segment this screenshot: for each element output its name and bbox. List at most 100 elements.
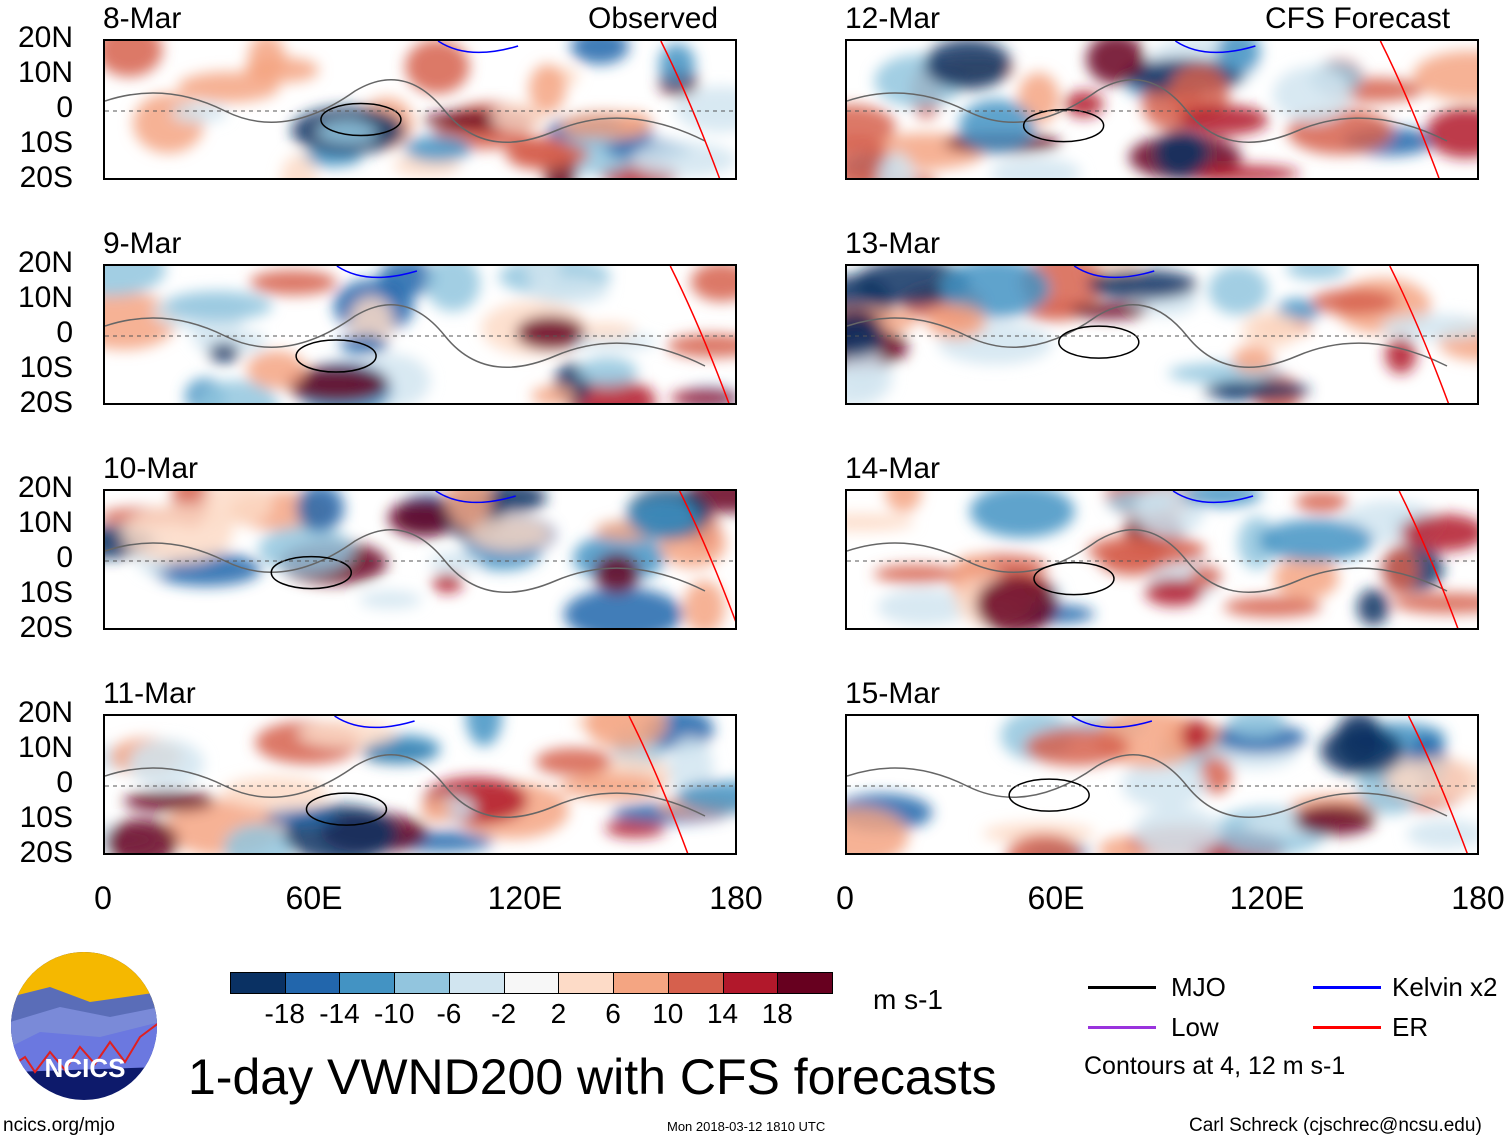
colorbar-swatch (503, 972, 560, 994)
panel-date: 13-Mar (845, 227, 941, 260)
anomaly-blob (1228, 716, 1286, 739)
anomaly-blob (128, 739, 205, 789)
anomaly-blob (1134, 491, 1205, 538)
lat-tick-label: 10N (17, 731, 73, 764)
anomaly-blob (1006, 834, 1082, 853)
forecast-label: CFS Forecast (1265, 2, 1451, 35)
lat-tick-label: 10S (19, 576, 73, 609)
colorbar-swatch (667, 972, 724, 994)
anomaly-blob (1133, 806, 1222, 853)
colorbar-swatch (613, 972, 669, 994)
anomaly-blob (171, 102, 228, 123)
anomaly-blob (425, 266, 481, 312)
anomaly-blob (574, 322, 636, 340)
anomaly-blob (667, 737, 714, 796)
footer-url[interactable]: ncics.org/mjo (3, 1115, 115, 1136)
anomaly-blob (246, 350, 307, 390)
legend-er-line (1313, 1026, 1381, 1029)
er-contour (678, 491, 735, 622)
colorbar-swatch (394, 972, 450, 994)
anomaly-blob (280, 154, 317, 178)
er-contour (660, 41, 721, 178)
er-contour (1389, 266, 1450, 403)
anomaly-blob (1086, 41, 1146, 85)
anomaly-blob (223, 824, 294, 853)
anomaly-blob (1310, 288, 1398, 315)
mjo-contour (1033, 561, 1115, 596)
panel-date: 15-Mar (845, 677, 941, 710)
anomaly-blob (1064, 90, 1104, 118)
anomaly-blob (208, 342, 241, 363)
anomaly-blob (429, 551, 481, 573)
anomaly-blob (1258, 518, 1374, 563)
anomaly-blob (1286, 266, 1349, 280)
lat-tick-label: 0 (56, 91, 73, 124)
colorbar-tick-label: -18 (264, 998, 305, 1029)
lat-tick-label: 20N (17, 471, 73, 504)
er-contour (1379, 41, 1440, 178)
anomaly-blob (1183, 165, 1300, 178)
anomaly-blob (1208, 266, 1269, 315)
panel-date: 9-Mar (103, 227, 182, 260)
anomaly-blob (854, 266, 970, 306)
lat-tick-label: 0 (56, 316, 73, 349)
legend-kelvin-line (1313, 986, 1381, 989)
lon-tick-label: 180 (709, 880, 763, 916)
anomaly-blob (1295, 491, 1349, 513)
colorbar-swatch (722, 972, 779, 994)
anomaly-blob (1425, 107, 1477, 159)
map-panel (845, 489, 1479, 630)
anomaly-blob (924, 41, 1012, 90)
chart-title: 1-day VWND200 with CFS forecasts (188, 1049, 997, 1105)
mjo-contour (305, 792, 388, 826)
anomaly-blob (1380, 313, 1477, 340)
anomaly-blob (1293, 804, 1376, 836)
anomaly-blob (133, 93, 205, 154)
coastline (847, 754, 1448, 818)
anomaly-blob (667, 333, 735, 358)
legend-low: Low (1171, 1012, 1219, 1042)
anomaly-blob (690, 266, 735, 302)
map-panel (103, 39, 737, 180)
lat-tick-label: 20S (19, 161, 73, 194)
anomaly-blob (258, 526, 354, 573)
anomaly-blob (531, 385, 577, 403)
colorbar-units: m s-1 (873, 984, 943, 1015)
anomaly-blob (490, 103, 546, 132)
colorbar-swatch (777, 972, 833, 994)
anomaly-blob (584, 716, 667, 750)
anomaly-blob (975, 575, 1058, 628)
map-panel (845, 714, 1479, 855)
lat-tick-label: 10S (19, 126, 73, 159)
anomaly-blob (618, 112, 652, 133)
anomaly-blob (1180, 719, 1212, 753)
anomaly-blob (249, 269, 338, 296)
anomaly-blob (222, 775, 329, 811)
colorbar-swatch (558, 972, 615, 994)
anomaly-blob (297, 719, 397, 748)
anomaly-blob (675, 780, 735, 813)
anomaly-blob (164, 290, 273, 321)
anomaly-blob (1232, 345, 1274, 374)
lat-tick-label: 20S (19, 611, 73, 644)
lat-tick-label: 10N (17, 281, 73, 314)
anomaly-blob (577, 357, 638, 387)
anomaly-blob (196, 380, 279, 403)
anomaly-blob (990, 157, 1082, 178)
colorbar-tick-label: 10 (652, 998, 684, 1029)
ncics-logo: NCICS (11, 952, 157, 1100)
colorbar-tick-label: 2 (550, 998, 567, 1029)
anomaly-blob (1216, 41, 1261, 74)
coastline (105, 754, 706, 818)
colorbar-swatch (448, 972, 505, 994)
anomaly-blob (1179, 104, 1269, 136)
lon-tick-label: 0 (94, 880, 112, 916)
map-panel (103, 264, 737, 405)
anomaly-blob (1385, 336, 1417, 374)
anomaly-blob (627, 496, 699, 538)
anomaly-blob (847, 513, 915, 532)
colorbar-tick-label: -6 (436, 998, 462, 1029)
colorbar-tick-label: -10 (373, 998, 415, 1029)
anomaly-blob (296, 491, 345, 533)
